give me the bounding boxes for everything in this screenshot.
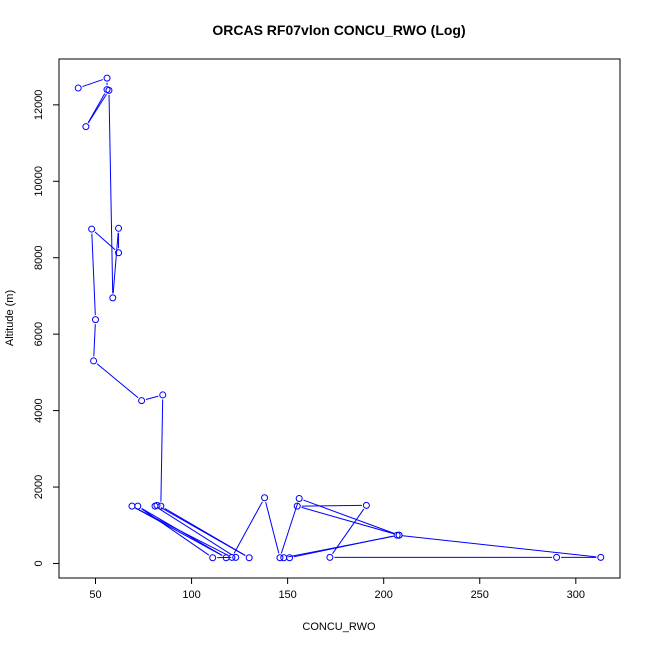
data-point	[395, 531, 403, 539]
data-point	[228, 553, 236, 561]
data-point	[105, 86, 113, 94]
data-point	[115, 224, 123, 232]
data-point	[90, 357, 98, 365]
y-axis: 0 2000 4000 6000 8000 10000 12000	[33, 90, 60, 567]
data-point	[115, 249, 123, 257]
y-axis-label: Altitude (m)	[4, 290, 16, 346]
x-tick-label: 200	[375, 589, 393, 601]
data-point	[74, 84, 82, 92]
x-axis-label: CONCU_RWO	[302, 621, 376, 633]
data-point	[393, 531, 401, 539]
data-point	[597, 553, 605, 561]
series-segment	[233, 501, 263, 554]
series-segment	[93, 324, 96, 357]
plot-frame	[58, 58, 621, 579]
data-point	[88, 225, 96, 233]
data-point	[276, 554, 284, 562]
series-segment	[135, 507, 223, 557]
x-axis: 50 100 150 200 250 300	[89, 577, 585, 601]
series-segment	[160, 399, 164, 502]
series-segment	[91, 233, 96, 316]
series-segment	[301, 506, 395, 535]
series-segment	[401, 535, 597, 558]
series-segment	[135, 507, 229, 556]
y-tick-label: 12000	[33, 90, 45, 121]
data-point	[128, 502, 136, 510]
series-segment	[265, 501, 280, 554]
data-point	[109, 294, 117, 302]
data-point	[138, 397, 146, 405]
x-tick-label: 100	[182, 589, 200, 601]
data-point	[134, 502, 142, 510]
series-segment	[87, 93, 107, 124]
data-point	[295, 495, 303, 503]
data-point	[245, 554, 253, 562]
series-segment	[301, 504, 362, 507]
series-segment	[160, 507, 246, 556]
x-tick-label: 150	[278, 589, 296, 601]
data-point	[159, 391, 167, 399]
series-layer	[74, 74, 605, 562]
data-point	[103, 74, 111, 82]
series-segment	[112, 232, 119, 294]
data-point	[151, 502, 159, 510]
data-point	[286, 554, 294, 562]
series-segment	[288, 535, 395, 558]
data-point	[280, 554, 288, 562]
series-segment	[108, 94, 114, 294]
series-segment	[158, 508, 233, 556]
data-point	[232, 553, 240, 561]
y-tick-label: 8000	[33, 245, 45, 269]
series-segment	[96, 363, 139, 399]
chart-title: ORCAS RF07vlon CONCU_RWO (Log)	[212, 22, 465, 38]
data-point	[209, 554, 217, 562]
series-segment	[94, 231, 116, 251]
data-point	[261, 494, 269, 502]
data-point	[326, 553, 334, 561]
data-point	[362, 501, 370, 509]
series-segment	[145, 395, 159, 400]
y-tick-label: 6000	[33, 322, 45, 346]
series-segment	[332, 508, 365, 554]
x-tick-label: 250	[471, 589, 489, 601]
y-tick-label: 0	[33, 560, 45, 566]
data-point	[553, 553, 561, 561]
data-point	[293, 502, 301, 510]
data-point	[82, 123, 90, 131]
x-tick-label: 50	[89, 589, 101, 601]
series-segment	[280, 502, 299, 554]
x-tick-label: 300	[567, 589, 585, 601]
series-segment	[82, 79, 103, 88]
y-tick-label: 10000	[33, 166, 45, 197]
data-point	[92, 316, 100, 324]
y-tick-label: 2000	[33, 475, 45, 499]
y-tick-label: 4000	[33, 398, 45, 422]
